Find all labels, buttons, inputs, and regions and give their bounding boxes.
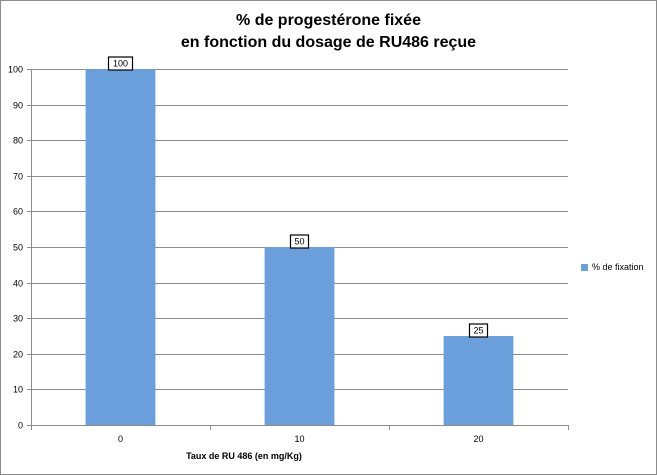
y-tick-label: 100 (8, 65, 23, 75)
data-label: 50 (294, 237, 304, 247)
legend-label: % de fixation (592, 262, 644, 272)
y-tick-label: 40 (13, 279, 23, 289)
bar-0 (85, 69, 156, 425)
bar-20 (443, 336, 514, 425)
bar-10 (264, 247, 335, 425)
y-tick-label: 60 (13, 207, 23, 217)
data-label-box (468, 323, 489, 338)
chart-title-line-1: % de progestérone fixée (236, 12, 421, 29)
data-label: 25 (473, 326, 483, 336)
data-label-box (107, 56, 134, 71)
x-axis-title: Taux de RU 486 (en mg/Kg) (186, 451, 302, 461)
y-tick-label: 30 (13, 314, 23, 324)
x-tick-label: 0 (118, 434, 123, 444)
legend: % de fixation (581, 262, 644, 272)
bars (85, 69, 514, 425)
y-tick-label: 0 (18, 421, 23, 431)
data-label-box (289, 234, 310, 249)
legend-swatch (581, 263, 588, 271)
y-tick-label: 70 (13, 172, 23, 182)
y-tick-label: 50 (13, 243, 23, 253)
y-tick-label: 20 (13, 350, 23, 360)
data-labels: 100 50 25 (107, 56, 489, 338)
x-tick-label: 10 (294, 434, 304, 444)
data-label: 100 (113, 59, 128, 69)
y-tick-label: 80 (13, 136, 23, 146)
y-tick-label: 10 (13, 385, 23, 395)
chart-title: % de progestérone fixée en fonction du d… (0, 10, 657, 54)
chart-title-line-2: en fonction du dosage de RU486 reçue (180, 34, 477, 51)
x-tick-label: 20 (473, 434, 483, 444)
axes: 0 10 20 30 40 50 60 70 80 90 100 0 10 20 (8, 65, 569, 444)
y-tick-label: 90 (13, 101, 23, 111)
